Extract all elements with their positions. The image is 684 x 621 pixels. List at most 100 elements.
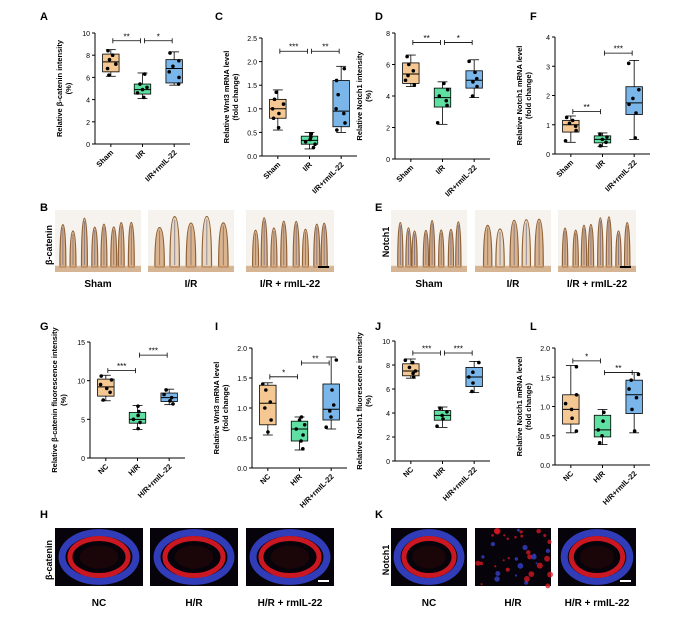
data-point xyxy=(634,395,639,400)
data-point xyxy=(474,76,479,81)
data-point xyxy=(441,417,445,421)
cell-dot xyxy=(535,562,538,565)
tissue-muscle xyxy=(55,265,141,272)
data-point xyxy=(168,51,172,55)
y-tick-label: 0 xyxy=(386,459,390,466)
scale-bar xyxy=(620,580,631,582)
data-point xyxy=(327,409,332,413)
panel-label: I xyxy=(215,321,218,333)
cell-dot xyxy=(490,541,496,547)
tissue-muscle xyxy=(391,265,467,272)
data-point xyxy=(260,382,265,386)
x-tick-label: H/R+rmIL-22 xyxy=(441,465,479,503)
cell-dot xyxy=(506,537,510,540)
x-tick-label: H/R+rmIL-22 xyxy=(601,469,639,507)
data-point xyxy=(600,137,605,142)
y-axis-label-line: Relative Notch1 intensity xyxy=(355,51,364,141)
y-tick-label: 4 xyxy=(546,35,550,42)
y-tick-label: 1 xyxy=(546,123,550,130)
x-tick-label: Sham xyxy=(394,163,415,184)
data-point xyxy=(277,111,281,116)
cell-dot xyxy=(526,550,531,555)
y-tick-label: 15 xyxy=(77,340,85,347)
data-point xyxy=(627,387,631,391)
micrograph-panel-b: Bβ-catenin Sham I/R I/R + rmIL-22 xyxy=(40,202,334,290)
data-point xyxy=(162,392,166,397)
data-point xyxy=(632,429,637,433)
y-tick-label: 1.0 xyxy=(237,406,247,413)
significance-label: ** xyxy=(424,34,430,43)
data-point xyxy=(631,96,635,101)
data-point xyxy=(141,95,146,100)
data-point xyxy=(266,430,270,434)
data-point xyxy=(602,410,606,415)
stain-label: Notch1 xyxy=(381,545,391,576)
significance-label: ** xyxy=(312,355,318,364)
data-point xyxy=(597,440,602,445)
y-axis-label-line: Relative β-catenin fluorescence intensit… xyxy=(50,326,59,472)
y-axis-label-line: Relative Wnt3 mRNA level xyxy=(212,362,221,455)
data-point xyxy=(334,107,338,111)
data-point xyxy=(335,128,339,132)
y-tick-label: 2.5 xyxy=(247,36,257,43)
tissue-muscle xyxy=(558,265,636,272)
organoid-ring-outer xyxy=(249,529,331,585)
box-h-r-rmil-22 xyxy=(322,383,340,421)
data-point xyxy=(564,115,569,120)
data-point xyxy=(176,82,181,86)
box-nc xyxy=(259,384,277,426)
box-sham xyxy=(562,119,580,133)
stain-label: β-catenin xyxy=(44,225,54,265)
data-point xyxy=(627,102,631,107)
data-point xyxy=(601,419,605,423)
data-point xyxy=(440,413,444,418)
organoid-lumen xyxy=(579,545,615,569)
y-axis-label-line: (fold change) xyxy=(524,382,533,430)
data-point xyxy=(301,433,305,437)
data-point xyxy=(605,135,609,139)
data-point xyxy=(477,360,481,365)
data-point xyxy=(135,91,140,95)
micrograph-background xyxy=(558,210,636,272)
data-point xyxy=(445,410,449,414)
data-point xyxy=(473,70,477,75)
organoid-ring-inner xyxy=(162,535,226,579)
significance-label: * xyxy=(282,368,285,377)
significance-label: *** xyxy=(117,362,126,371)
data-point xyxy=(598,132,602,136)
chart-panel-f: F 0 1 2 3 4 Relative Notch1 mRNA level(fold ch… xyxy=(515,11,650,193)
x-tick-label: NC xyxy=(258,472,272,486)
data-point xyxy=(471,370,475,375)
significance-label: *** xyxy=(289,43,298,52)
data-point xyxy=(470,94,475,98)
y-tick-label: 5 xyxy=(81,417,85,424)
data-point xyxy=(114,62,118,66)
data-point xyxy=(299,415,304,419)
y-tick-label: 2.0 xyxy=(540,346,550,353)
organoid-ring-inner xyxy=(67,535,131,579)
micrograph-panel-k: K Notch1 NC H/R H/R + rmIL-22 xyxy=(375,509,636,609)
y-tick-label: 4 xyxy=(86,98,90,105)
cell-dot xyxy=(514,574,518,577)
panel-label: B xyxy=(40,202,48,214)
data-point xyxy=(413,369,418,373)
data-point xyxy=(140,87,145,92)
data-point xyxy=(342,111,346,116)
panel-label: E xyxy=(375,202,382,214)
y-axis-label-line: (%) xyxy=(364,395,373,407)
y-tick-label: 0 xyxy=(546,152,550,159)
data-point xyxy=(445,103,449,108)
y-tick-label: 0.5 xyxy=(540,434,550,441)
chart-panel-a: A 0 2 4 6 8 10 Relative β-catenin intensity(%) S… xyxy=(40,11,190,183)
cell-dot xyxy=(524,576,530,582)
organoid-lumen xyxy=(412,545,446,569)
data-point xyxy=(302,423,307,427)
micrograph-caption: H/R + rmIL-22 xyxy=(565,598,630,609)
data-point xyxy=(634,111,638,115)
y-tick-label: 2 xyxy=(86,120,90,127)
data-point xyxy=(263,406,267,410)
y-tick-label: 0.0 xyxy=(540,463,550,470)
organoid-ring-inner xyxy=(568,535,626,579)
y-axis-label-line: Relative Notch1 fluorescence intensity xyxy=(355,331,364,469)
